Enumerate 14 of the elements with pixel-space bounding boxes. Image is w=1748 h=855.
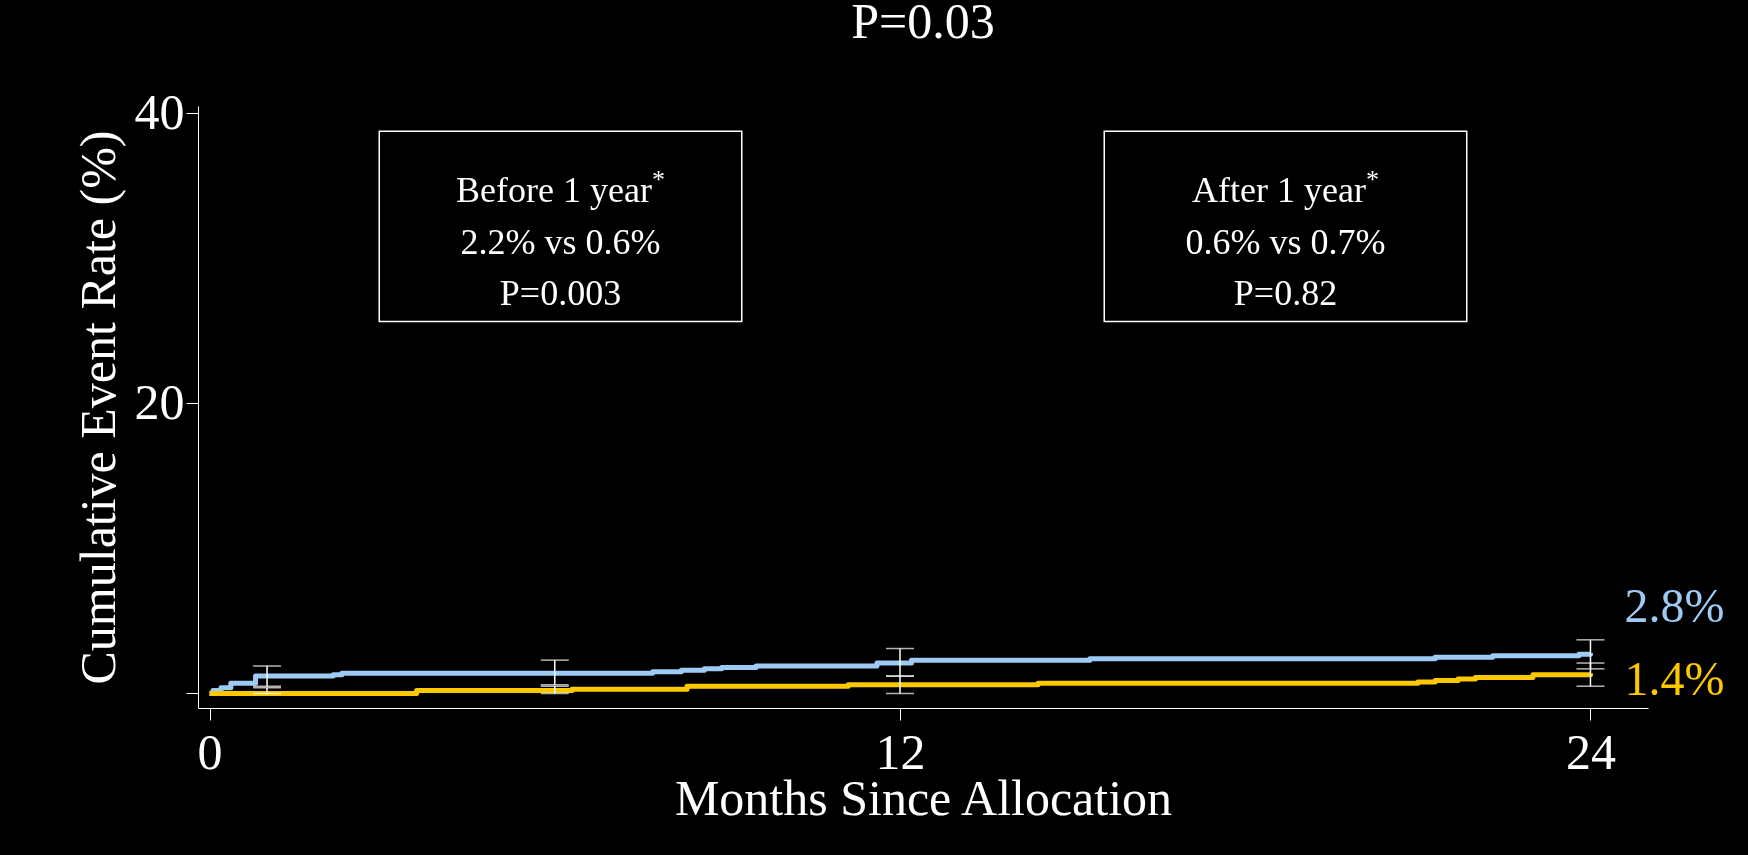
annotation: Before 1 year$^{*}$ (456, 164, 665, 211)
annotation: P=0.82 (1233, 272, 1338, 313)
x-tick-label: 24 (1565, 723, 1616, 780)
x-tick-label: 0 (197, 723, 223, 780)
annotation: 2.8% (1624, 578, 1725, 632)
annotation: P=0.003 (499, 272, 622, 313)
y-tick-label: 20 (134, 373, 185, 430)
annotation: 1.4% (1624, 652, 1725, 706)
annotation: After 1 year$^{*}$ (1192, 164, 1379, 211)
annotation: 2.2% vs 0.6% (460, 221, 661, 262)
y-tick-label: 40 (134, 83, 185, 140)
y-axis-title: Cumulative Event Rate (%) (69, 130, 126, 685)
chart-title: P=0.03 (851, 0, 995, 50)
annotation: 0.6% vs 0.7% (1185, 221, 1386, 262)
